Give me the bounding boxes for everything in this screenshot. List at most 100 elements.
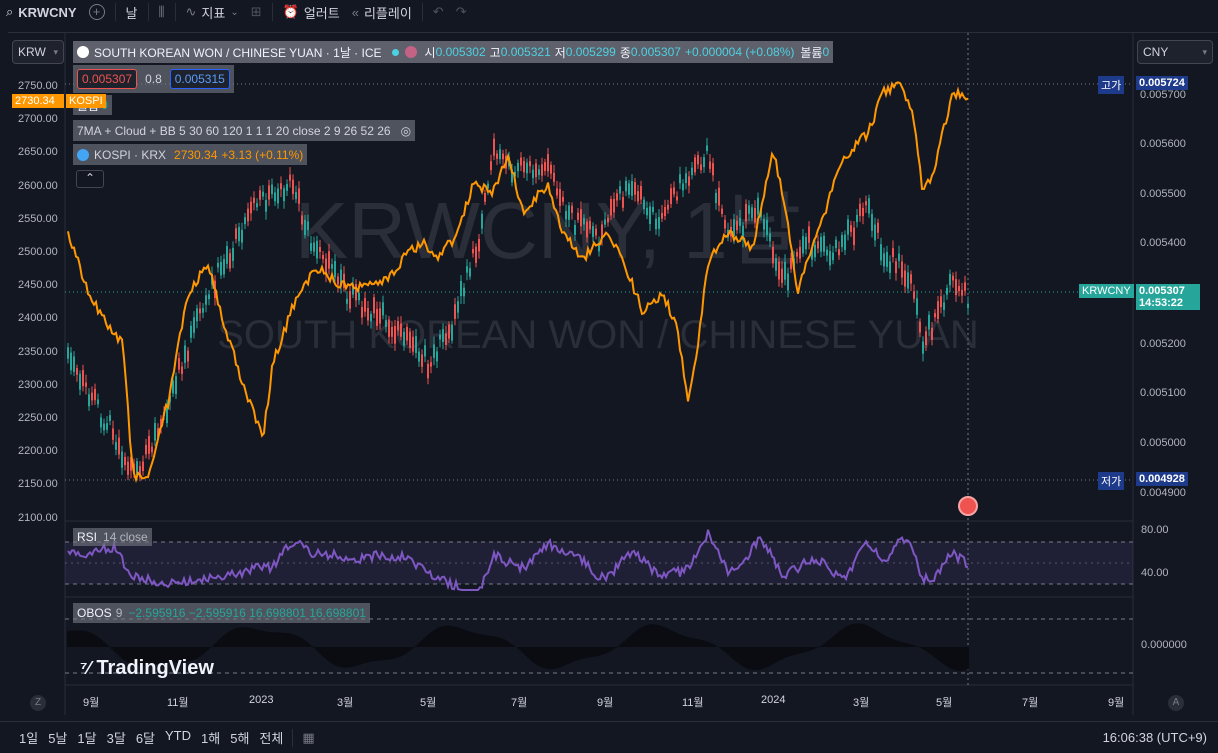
candle-body [181, 366, 183, 375]
candle-body [931, 327, 933, 341]
candle-body [562, 197, 564, 202]
range-button[interactable]: 6달 [135, 731, 156, 746]
candle-body [586, 221, 588, 238]
tradingview-logo[interactable]: ⁷⁄ TradingView [80, 657, 214, 680]
candle-body [100, 417, 102, 428]
candle-body [868, 198, 870, 214]
candle-body [286, 184, 288, 191]
range-button[interactable]: 1달 [77, 731, 97, 746]
candle-body [127, 461, 129, 475]
obos-values: −2.595916 −2.595916 16.698801 16.698801 [128, 606, 366, 620]
ohlc-open: 0.005302 [435, 45, 486, 59]
candle-body [601, 224, 603, 239]
range-button[interactable]: 전체 [259, 731, 284, 746]
range-button[interactable]: 1해 [201, 731, 221, 746]
left-axis-label: 2200.00 [18, 445, 58, 458]
candle-body [757, 197, 759, 215]
date-range-picker-button[interactable]: ▦ [297, 730, 319, 746]
candle-body [196, 308, 198, 322]
candle-body [664, 207, 666, 217]
indicator-legend[interactable]: 7MA + Cloud + BB 5 30 60 120 1 1 1 20 cl… [73, 120, 416, 141]
rsi-params: 14 close [103, 530, 148, 544]
alerts-button[interactable]: ⏰ 얼러트 [277, 0, 346, 24]
ask-button[interactable]: 0.005315 [169, 69, 230, 89]
candle-body [172, 380, 174, 394]
left-scale-select[interactable]: KRW ▾ [12, 40, 64, 64]
candle-body [304, 219, 306, 236]
candle-body [241, 229, 243, 243]
range-button[interactable]: 3달 [106, 731, 126, 746]
candle-body [538, 169, 540, 176]
symbol-search[interactable]: ⌕ KRWCNY [0, 0, 83, 24]
eye-off-icon[interactable]: ◎ [400, 123, 412, 138]
auto-scale-right-button[interactable]: A [1168, 695, 1184, 711]
candle-body [124, 456, 126, 466]
candle-body [832, 252, 834, 261]
candle-body [403, 331, 405, 346]
candle-body [349, 291, 351, 309]
chart-canvas[interactable]: KRWCNY, 1날 SOUTH KOREAN WON / CHINESE YU… [8, 33, 1218, 715]
candle-body [682, 183, 684, 191]
candle-body [637, 191, 639, 202]
high-label-tag: 고가 [1098, 76, 1125, 94]
alert-marker-icon[interactable] [958, 496, 978, 516]
auto-scale-left-button[interactable]: Z [30, 695, 46, 711]
volume-label: 볼륨 [800, 45, 823, 60]
obos-axis-zero: 0.000000 [1141, 639, 1187, 651]
candle-body [598, 242, 600, 252]
candle-body [583, 217, 585, 225]
candle-body [523, 160, 525, 173]
candle-body [247, 208, 249, 222]
chart-type-button[interactable]: ⫼ [153, 0, 171, 24]
candle-body [301, 215, 303, 225]
candle-body [340, 269, 342, 287]
ohlc-h-label: 고 [489, 45, 501, 60]
candle-body [193, 317, 195, 333]
high-value-tag: 0.005724 [1136, 76, 1188, 90]
compare-legend[interactable]: KOSPI · KRX 2730.34 +3.13 (+0.11%) [73, 144, 308, 165]
candle-body [889, 261, 891, 273]
candle-body [520, 157, 522, 166]
candle-body [265, 200, 267, 212]
indicators-button[interactable]: ∿ 지표 ⌄ [180, 0, 245, 24]
chart-frame[interactable]: KRWCNY, 1날 SOUTH KOREAN WON / CHINESE YU… [8, 32, 1218, 715]
collapse-legend-button[interactable]: ⌃ [76, 170, 104, 188]
range-button[interactable]: YTD [165, 728, 192, 743]
main-legend[interactable]: SOUTH KOREAN WON / CHINESE YUAN · 1날 · I… [73, 41, 834, 63]
undo-button[interactable]: ↶ [427, 0, 450, 24]
right-scale-select[interactable]: CNY ▾ [1137, 40, 1213, 64]
indicators-icon: ∿ [185, 4, 197, 19]
candle-body [298, 188, 300, 204]
range-button[interactable]: 5해 [230, 731, 250, 746]
time-axis-label: 9월 [597, 697, 614, 709]
kospi-logo-icon [77, 148, 89, 161]
redo-button[interactable]: ↷ [450, 0, 473, 24]
bottom-toolbar: 1일 5날 1달 3달 6달 YTD 1해 5해 전체 ▦ 16:06:38 (UTC+9) [0, 721, 1218, 753]
replay-button[interactable]: « 리플레이 [346, 0, 418, 24]
time-axis-label: 3월 [337, 697, 354, 709]
right-axis-label: 0.005200 [1140, 338, 1186, 350]
candle-body [76, 368, 78, 375]
status-dot-icon [391, 48, 399, 56]
candle-body [82, 370, 84, 387]
candle-body [409, 331, 411, 348]
bid-button[interactable]: 0.005307 [77, 69, 138, 89]
layouts-button[interactable]: ⊞ [245, 0, 268, 24]
rsi-legend[interactable]: RSI 14 close [73, 528, 152, 546]
plus-circle-icon: + [88, 4, 105, 20]
range-button[interactable]: 1일 [19, 731, 39, 746]
obos-legend[interactable]: OBOS 9 −2.595916 −2.595916 16.698801 16.… [73, 603, 370, 623]
candle-body [442, 329, 444, 343]
range-button[interactable]: 5날 [48, 731, 68, 746]
candle-body [469, 268, 471, 277]
candle-body [838, 249, 840, 256]
chevron-down-icon: ⌄ [230, 6, 239, 18]
interval-button[interactable]: 날 [120, 0, 144, 24]
candle-body [613, 198, 615, 213]
compare-add-button[interactable]: + [83, 0, 111, 24]
candle-body [814, 244, 816, 258]
time-axis-label: 2023 [249, 694, 274, 706]
ohlc-change: +0.000004 (+0.08%) [684, 45, 795, 59]
timezone-clock[interactable]: 16:06:38 (UTC+9) [1102, 730, 1207, 745]
candle-body [244, 217, 246, 225]
